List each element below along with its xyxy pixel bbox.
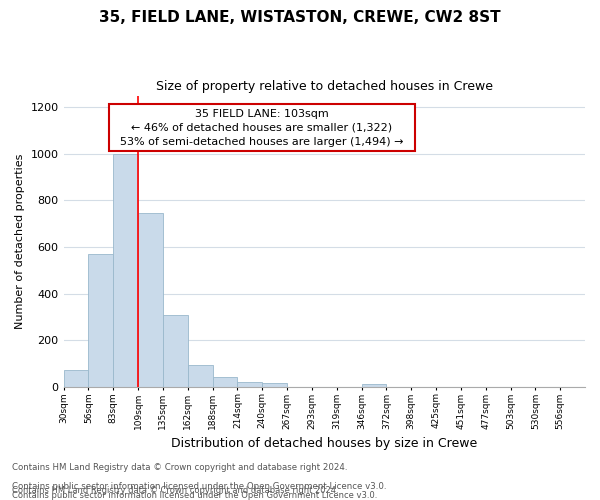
Bar — [88, 254, 113, 386]
Bar — [212, 378, 238, 386]
Bar — [362, 384, 386, 386]
Bar — [238, 382, 262, 386]
Bar — [163, 314, 188, 386]
Bar — [64, 370, 88, 386]
Text: 35 FIELD LANE: 103sqm  
  ← 46% of detached houses are smaller (1,322)  
  53% o: 35 FIELD LANE: 103sqm ← 46% of detached … — [113, 108, 410, 146]
Y-axis label: Number of detached properties: Number of detached properties — [15, 154, 25, 329]
Bar — [113, 154, 138, 386]
Bar — [138, 213, 163, 386]
Text: Contains public sector information licensed under the Open Government Licence v3: Contains public sector information licen… — [12, 491, 377, 500]
Title: Size of property relative to detached houses in Crewe: Size of property relative to detached ho… — [156, 80, 493, 93]
X-axis label: Distribution of detached houses by size in Crewe: Distribution of detached houses by size … — [171, 437, 478, 450]
Text: Contains HM Land Registry data © Crown copyright and database right 2024.: Contains HM Land Registry data © Crown c… — [12, 464, 347, 472]
Text: Contains HM Land Registry data © Crown copyright and database right 2024.: Contains HM Land Registry data © Crown c… — [12, 486, 338, 495]
Bar — [188, 364, 212, 386]
Bar — [262, 383, 287, 386]
Text: 35, FIELD LANE, WISTASTON, CREWE, CW2 8ST: 35, FIELD LANE, WISTASTON, CREWE, CW2 8S… — [99, 10, 501, 25]
Text: Contains public sector information licensed under the Open Government Licence v3: Contains public sector information licen… — [12, 482, 386, 491]
